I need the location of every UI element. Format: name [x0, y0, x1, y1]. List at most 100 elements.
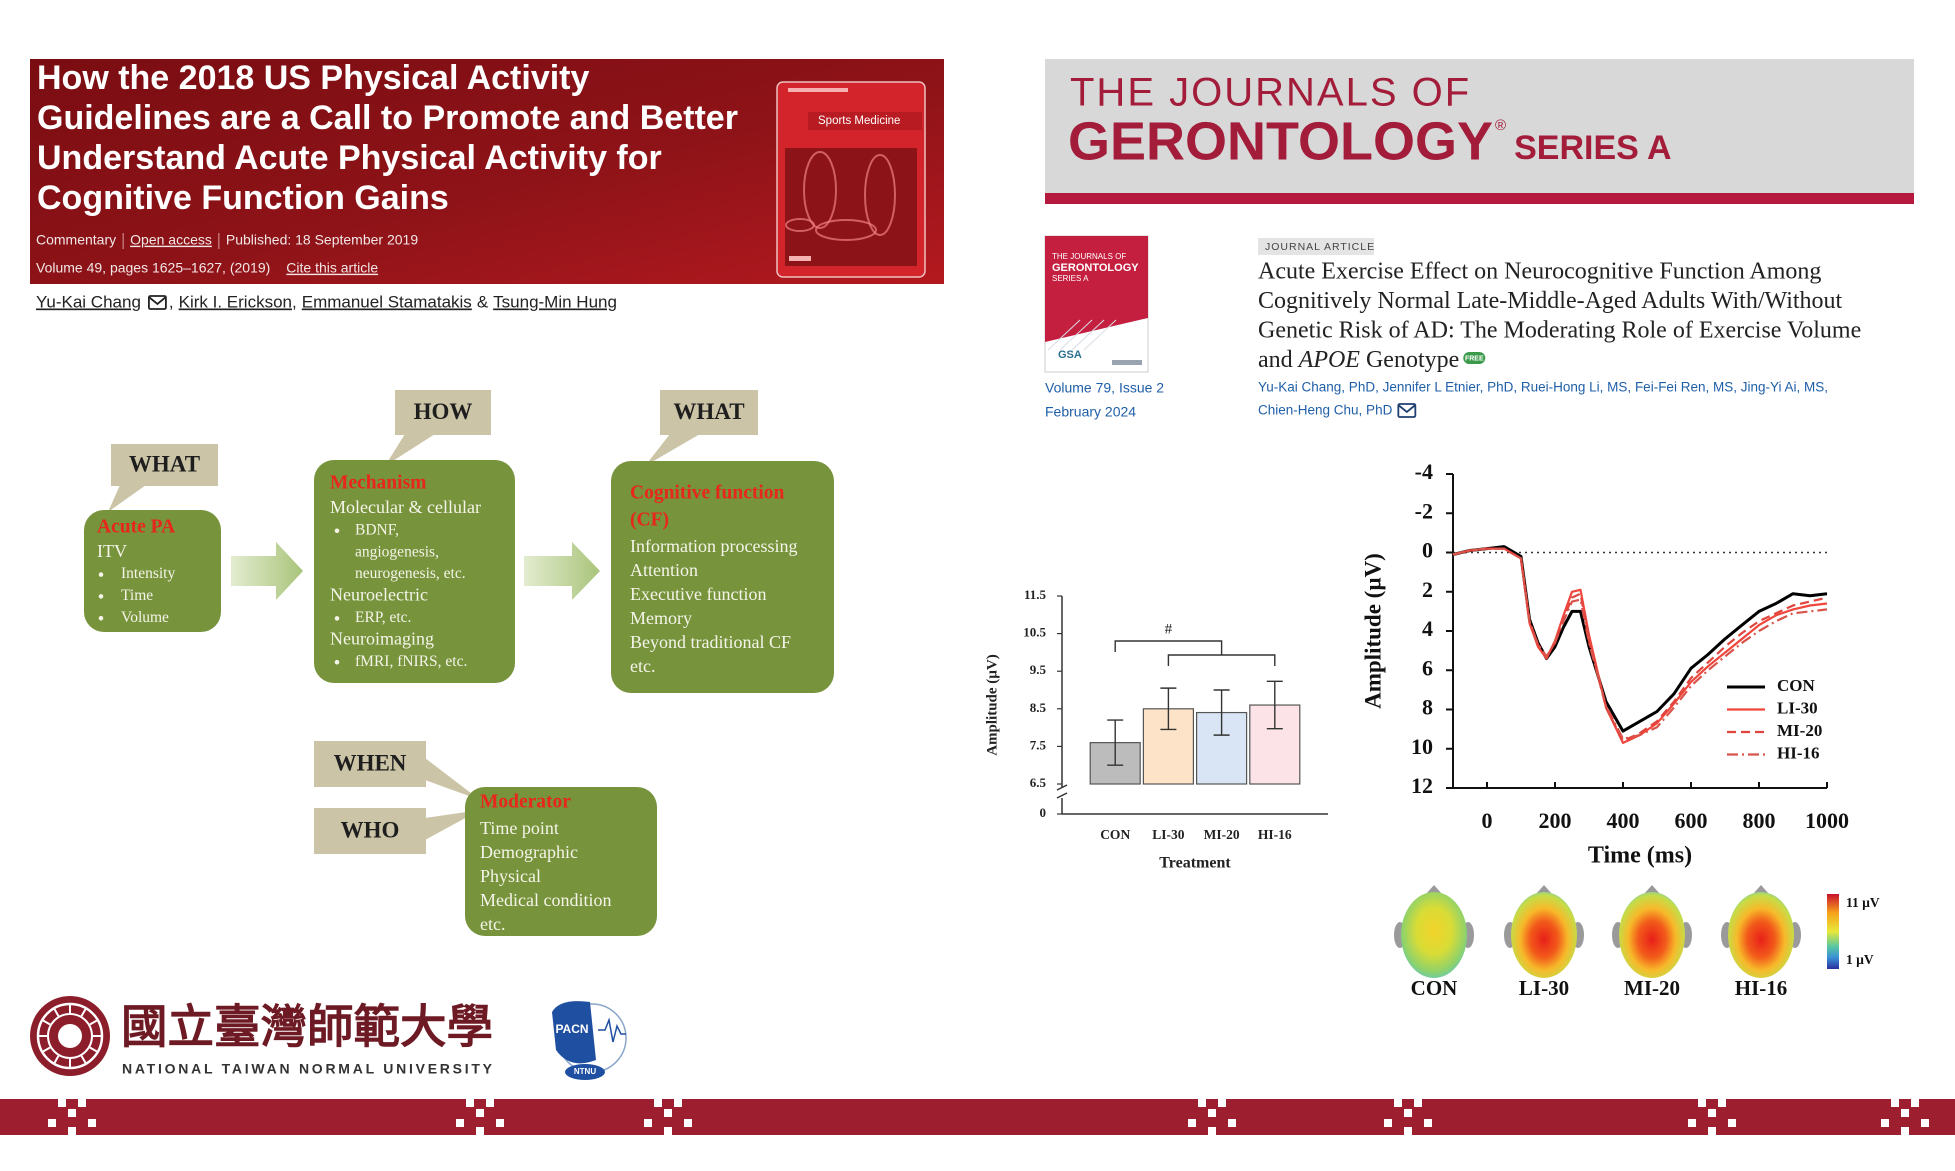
callout-tail — [425, 758, 480, 800]
footer-pattern — [48, 1119, 56, 1127]
seal-spoke — [89, 1019, 98, 1026]
cover-title: Sports Medicine — [818, 115, 900, 127]
footer-pattern — [674, 1099, 682, 1107]
legend-label: CON — [1777, 676, 1816, 695]
badge: JOURNAL ARTICLE — [1265, 241, 1375, 253]
box-text: Medical condition — [480, 890, 611, 910]
box-text: Time point — [480, 818, 559, 838]
footer-pattern — [1901, 1127, 1909, 1135]
error-bar — [1107, 719, 1124, 766]
footer-pattern — [68, 1127, 76, 1135]
issue-line: Volume 79, Issue 2 — [1045, 380, 1164, 396]
topomap-label: LI-30 — [1519, 976, 1569, 1000]
footer-pattern — [1394, 1099, 1402, 1107]
callout — [660, 390, 758, 435]
topomap-label: MI-20 — [1624, 976, 1680, 1000]
footer-pattern — [88, 1119, 96, 1127]
footer-pattern — [1688, 1119, 1696, 1127]
paper-meta[interactable]: Open access — [130, 232, 212, 248]
box-text: Memory — [630, 608, 692, 628]
author-link[interactable]: Yu-Kai Chang — [36, 292, 141, 311]
x-tick-label: LI-30 — [1152, 827, 1185, 842]
significance-bracket — [1167, 654, 1276, 666]
x-tick-label: 800 — [1743, 808, 1776, 833]
x-tick-label: 1000 — [1805, 808, 1849, 833]
legend-label: LI-30 — [1777, 698, 1818, 717]
seal-spoke — [53, 1055, 60, 1064]
x-tick-label: CON — [1100, 827, 1130, 842]
footer-pattern — [1901, 1109, 1909, 1117]
lab-logo-head — [552, 1001, 596, 1064]
cover-logo — [1112, 360, 1142, 365]
y-tick-label: 7.5 — [1030, 737, 1047, 752]
y-tick-label: 12 — [1411, 773, 1433, 798]
y-tick-label: 8.5 — [1030, 700, 1047, 715]
x-axis-label: Time (ms) — [1588, 843, 1692, 869]
cover-runner — [785, 218, 815, 232]
footer-pattern — [1891, 1099, 1899, 1107]
box-text: Neuroelectric — [330, 585, 428, 605]
concept-box — [84, 510, 221, 632]
footer-pattern — [1414, 1099, 1422, 1107]
axis-break — [1056, 784, 1068, 791]
university-name-en: NATIONAL TAIWAN NORMAL UNIVERSITY — [122, 1061, 493, 1077]
author-link[interactable]: Kirk I. Erickson — [179, 292, 292, 311]
footer-pattern — [1424, 1119, 1432, 1127]
journal-mark: ® — [1495, 117, 1506, 134]
callout-label: HOW — [414, 399, 473, 424]
journal-name: THE JOURNALS OF — [1070, 71, 1471, 115]
box-text: Physical — [480, 866, 541, 886]
flow-arrow — [231, 542, 303, 600]
footer-pattern — [476, 1109, 484, 1117]
x-tick-label: 0 — [1482, 808, 1493, 833]
axis-break — [1056, 792, 1068, 799]
author-join: , — [292, 292, 297, 311]
cover-top-strip — [788, 88, 848, 92]
seal-spoke — [80, 1055, 87, 1064]
box-text: Information processing — [630, 536, 797, 556]
y-tick-label: 11.5 — [1024, 587, 1047, 602]
head-nose — [1644, 885, 1660, 894]
footer-pattern — [1218, 1099, 1226, 1107]
topomap — [1511, 892, 1577, 978]
y-tick-label: 4 — [1422, 616, 1433, 641]
legend-label: HI-16 — [1777, 743, 1820, 762]
footer-pattern — [1708, 1127, 1716, 1135]
seal-spoke — [42, 1046, 51, 1053]
box-text: Volume — [121, 609, 169, 626]
footer-pattern — [78, 1099, 86, 1107]
callout-label: WHAT — [673, 399, 744, 424]
footer-pattern — [1921, 1119, 1929, 1127]
article-title-part: APOE — [1297, 347, 1361, 373]
topomap-label: CON — [1411, 976, 1458, 1000]
bullet — [98, 615, 104, 621]
bullet — [334, 616, 340, 621]
university-name-zh: 國立臺灣師範大學 — [121, 1002, 493, 1053]
footer-pattern — [496, 1119, 504, 1127]
footer-pattern — [1911, 1099, 1919, 1107]
y-tick-label: 10 — [1411, 734, 1433, 759]
footer-pattern — [1198, 1099, 1206, 1107]
cite-link[interactable]: Cite this article — [286, 260, 378, 276]
mail-icon-body — [1397, 403, 1417, 418]
footer-pattern — [476, 1127, 484, 1135]
cover-runner — [815, 219, 877, 241]
paper-title-line: How the 2018 US Physical Activity — [37, 59, 589, 97]
paper-meta: Commentary — [36, 232, 116, 248]
y-tick-label: 0 — [1040, 805, 1047, 820]
y-tick-label: 6 — [1422, 655, 1433, 680]
cover-line: SERIES A — [1052, 274, 1089, 283]
legend-label: MI-20 — [1777, 721, 1822, 740]
author-link[interactable]: Emmanuel Stamatakis — [302, 292, 472, 311]
box-text: Beyond traditional CF — [630, 632, 791, 652]
article-title-part: Genotype — [1360, 347, 1459, 373]
box-text: Neuroimaging — [330, 628, 434, 648]
y-tick-label: 10.5 — [1023, 625, 1046, 640]
footer-pattern — [466, 1099, 474, 1107]
footer-pattern — [58, 1099, 66, 1107]
author-link[interactable]: Tsung-Min Hung — [493, 292, 617, 311]
bar — [1249, 704, 1301, 785]
y-tick-label: 6.5 — [1030, 775, 1047, 790]
box-heading: Moderator — [480, 791, 571, 812]
